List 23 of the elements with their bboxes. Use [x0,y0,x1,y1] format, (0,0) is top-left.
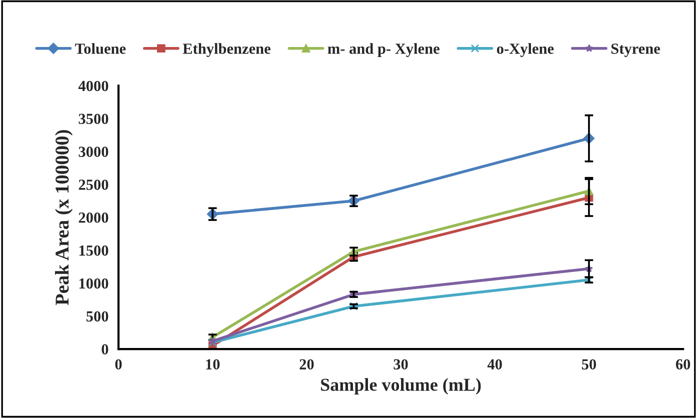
y-tick-label: 1000 [79,278,108,289]
x-tick-label: 10 [206,359,220,370]
x-tick-label: 20 [300,359,314,370]
y-tick-label: 3500 [78,114,108,124]
y-tick-label: 0 [102,344,108,354]
legend-label: Styrene [611,44,660,57]
x-tick-label: 40 [487,359,502,370]
x-tick-label: 50 [582,359,596,370]
x-tick-label: 0 [115,359,122,370]
y-tick-label: 3000 [78,146,108,157]
y-tick-label: 4000 [78,80,108,92]
y-tick-label: 2000 [78,212,108,223]
y-tick-label: 2500 [78,180,108,190]
legend-label: m- and p- Xylene [328,43,440,57]
y-tick-label: 1500 [79,245,108,256]
x-axis-title: Sample volume (mL) [320,378,481,395]
x-tick-label: 60 [676,359,690,370]
legend-label: Ethylbenzene [182,43,270,57]
legend-label: Toluene [75,43,126,54]
y-axis-title: Peak Area (x 100000) [55,130,73,306]
x-tick-label: 30 [394,359,408,370]
y-tick-label: 500 [86,311,108,322]
legend-label: o-Xylene [496,43,554,57]
